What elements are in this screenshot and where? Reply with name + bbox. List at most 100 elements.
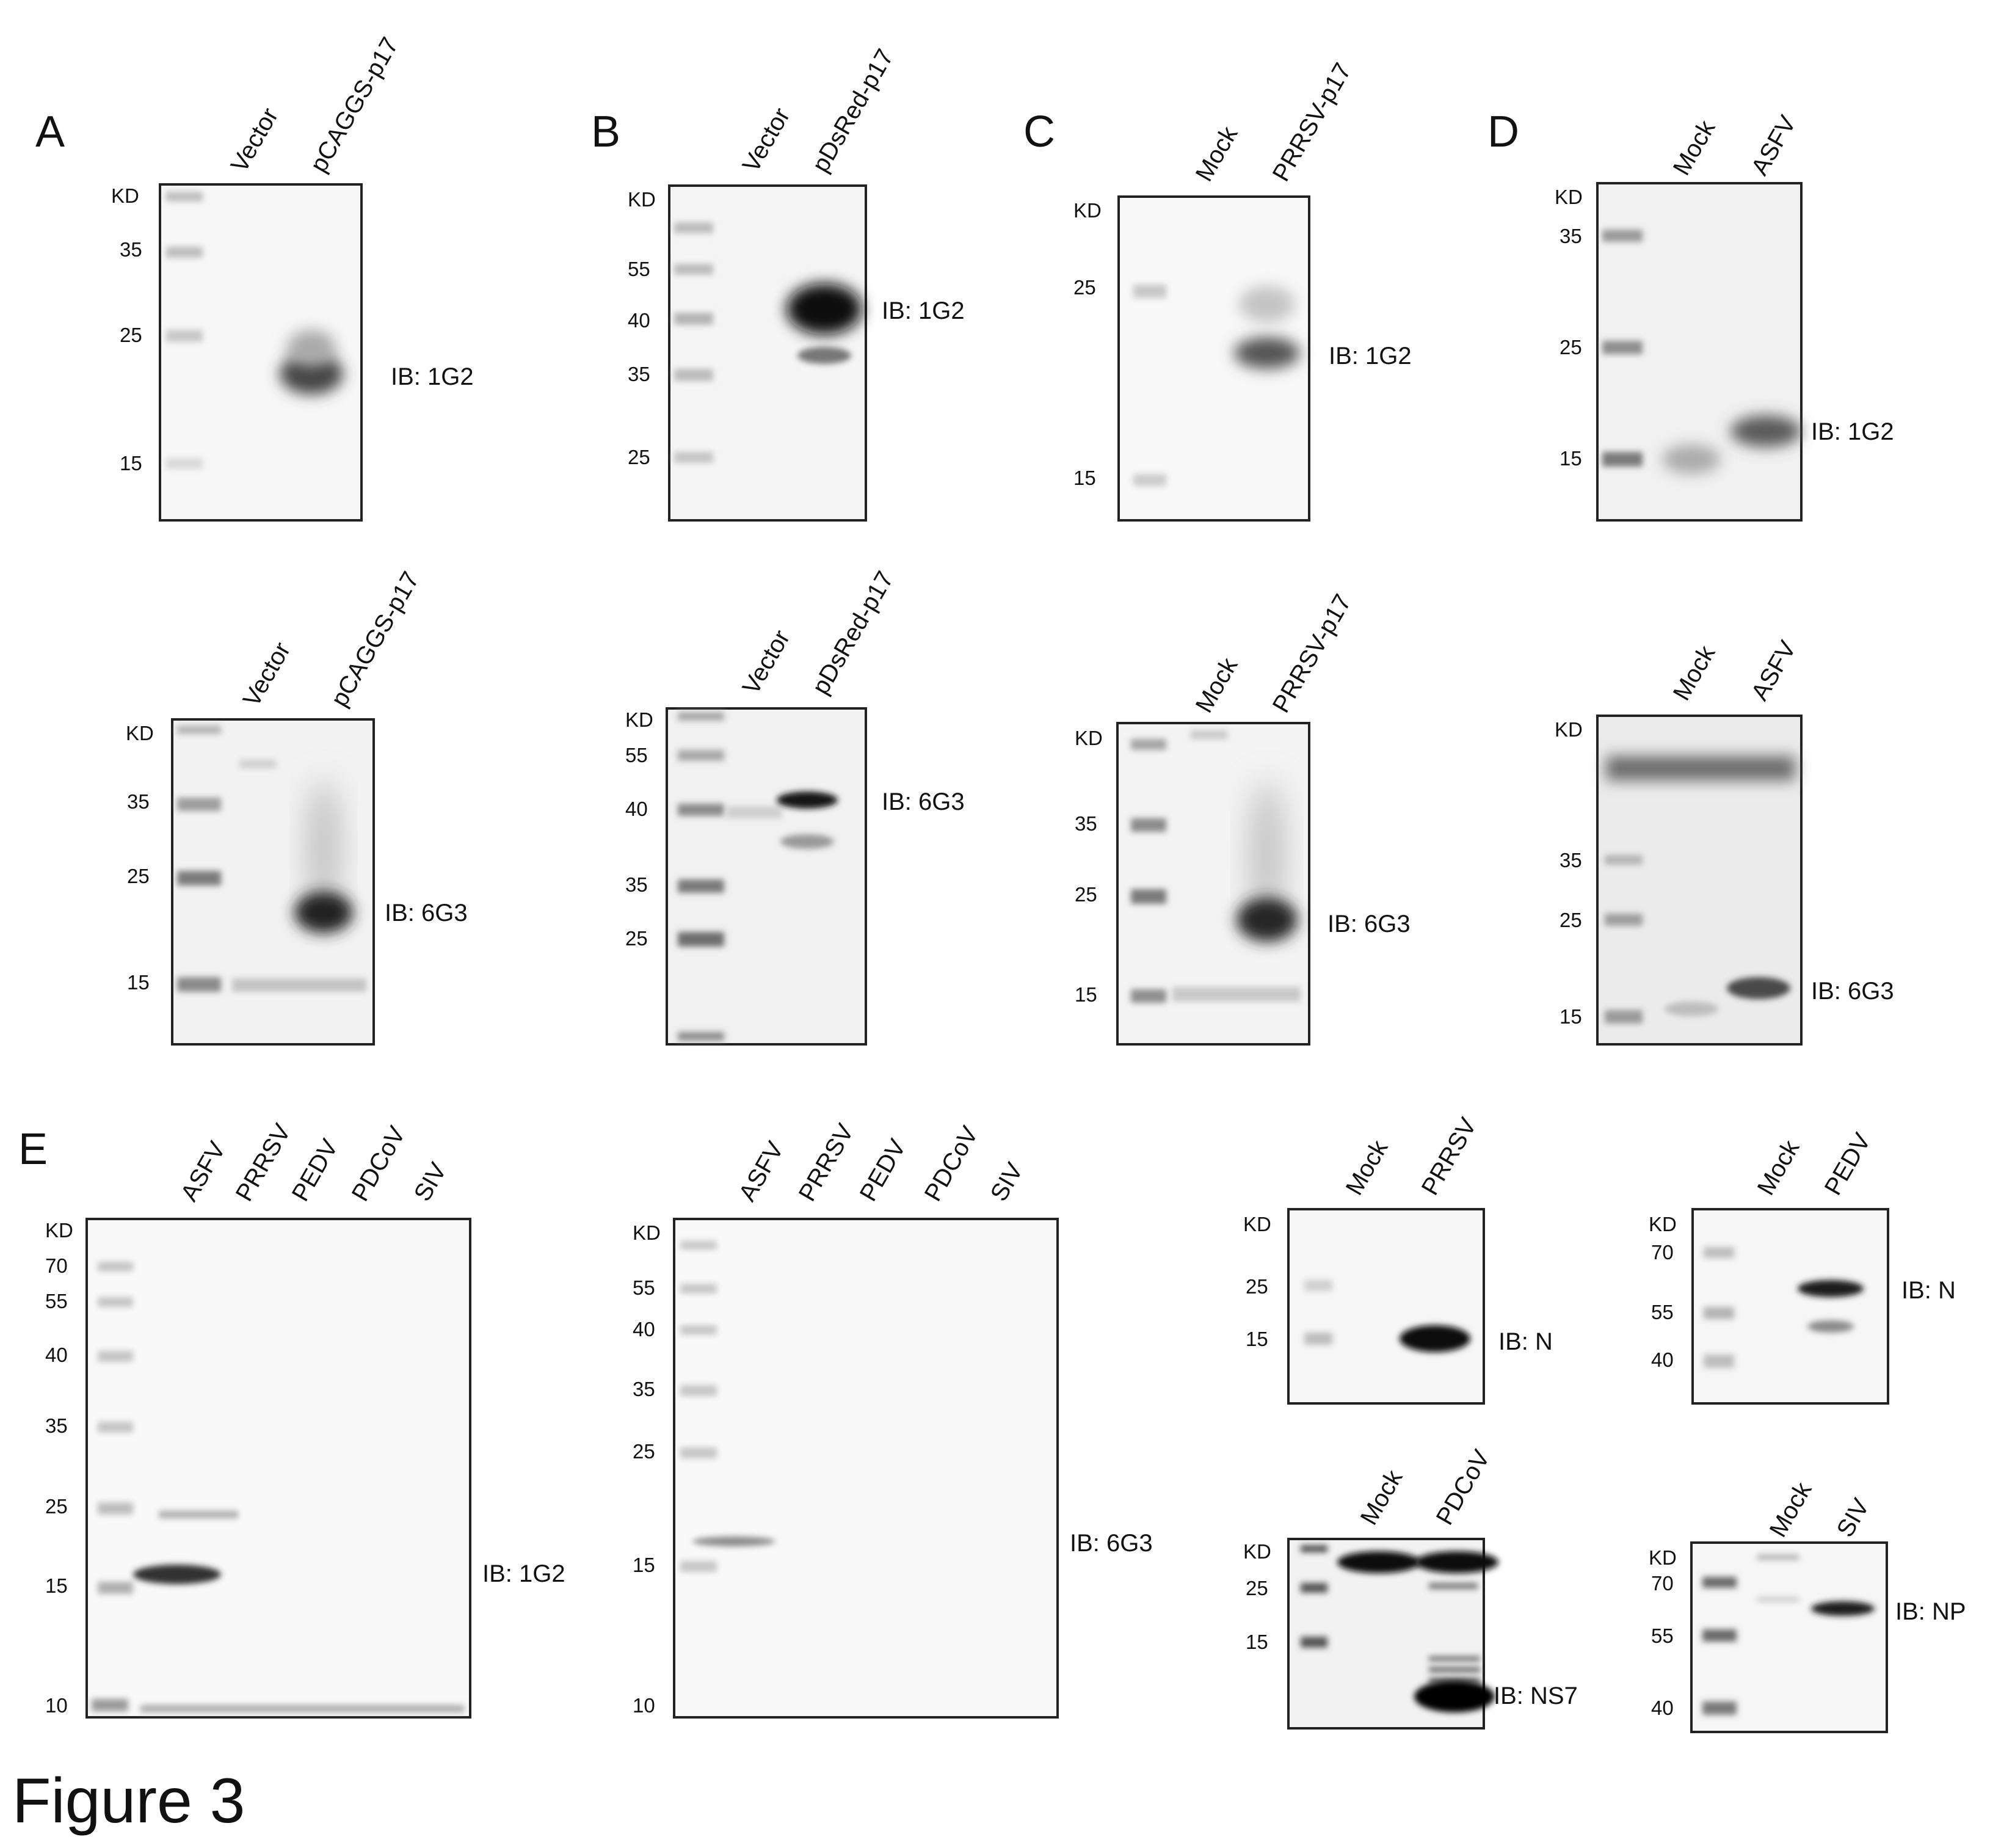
marker-label: 70: [1651, 1572, 1674, 1595]
marker-label: 25: [1073, 276, 1096, 299]
lane-label: PDCoV: [920, 1122, 984, 1206]
protein-band: [1236, 898, 1298, 942]
marker-label: 15: [120, 452, 142, 475]
ladder-band: [166, 330, 203, 342]
ladder-band: [177, 798, 221, 811]
marker-label: 25: [1075, 883, 1097, 906]
marker-label: 25: [628, 446, 650, 468]
lane-label: Mock: [1765, 1477, 1817, 1542]
protein-band: [1665, 1002, 1718, 1016]
lane-label: PRRSV-p17: [1268, 590, 1357, 718]
lane-label: pCAGGS-p17: [326, 567, 424, 711]
lane-label: Mock: [1668, 641, 1721, 705]
ladder-band: [1704, 1247, 1734, 1258]
lane-label: Mock: [1668, 115, 1721, 180]
ladder-band: [1304, 1280, 1332, 1291]
lane-label: PRRSV: [1417, 1113, 1482, 1200]
marker-label: 25: [1246, 1275, 1268, 1298]
ib-label: IB: N: [1901, 1277, 1956, 1304]
marker-label: 15: [1075, 983, 1097, 1006]
marker-label: 25: [1560, 909, 1582, 931]
ladder-band: [98, 1351, 133, 1362]
ib-label: IB: 6G3: [385, 900, 468, 926]
ladder-band: [1133, 474, 1166, 486]
lane-label: PRRSV-p17: [1268, 59, 1357, 186]
marker-label: 25: [127, 865, 150, 887]
ladder-band: [92, 1699, 128, 1711]
protein-band: [1172, 987, 1301, 1002]
marker-label: 40: [628, 309, 650, 332]
protein-band: [1807, 1320, 1854, 1333]
marker-label: 25: [625, 927, 648, 950]
lane-label: PEDV: [1820, 1129, 1876, 1200]
marker-label: 35: [633, 1378, 655, 1400]
ladder-band: [674, 452, 713, 463]
ladder-band: [1702, 1577, 1737, 1588]
ladder-band: [1605, 914, 1643, 926]
ladder-band: [1131, 889, 1166, 904]
ladder-band: [1704, 1307, 1734, 1319]
marker-label: 55: [633, 1276, 655, 1299]
ladder-band: [1301, 1637, 1327, 1648]
ladder-band: [1304, 1333, 1332, 1345]
lane-label: PEDV: [855, 1135, 912, 1206]
ladder-band: [166, 192, 203, 202]
kd-header: KD: [625, 708, 653, 731]
panel-B1: B Vector pDsRed-p17 KD 55 40 35 25 IB: 1…: [591, 45, 965, 522]
marker-label: 55: [1651, 1624, 1674, 1647]
ladder-band: [1702, 1701, 1737, 1715]
lane-label: ASFV: [1746, 111, 1802, 180]
ladder-band: [678, 932, 724, 947]
lane-label: PDCoV: [1431, 1446, 1495, 1530]
ib-label: IB: 1G2: [1811, 418, 1894, 445]
lane-label: Mock: [1191, 653, 1243, 718]
panel-A2: Vector pCAGGS-p17 KD 35 25 15 IB: 6G3: [126, 567, 468, 1046]
ladder-band: [1702, 1629, 1737, 1642]
ladder-band: [177, 977, 221, 992]
lane-label: pDsRed-p17: [807, 567, 899, 699]
protein-band: [1730, 415, 1801, 447]
protein-band: [1400, 1325, 1470, 1352]
ib-label: IB: 1G2: [1329, 343, 1412, 369]
ladder-band: [166, 247, 203, 258]
ladder-band: [1301, 1583, 1327, 1593]
panel-E5: Mock PDCoV KD 25 15 IB: NS7: [1243, 1446, 1578, 1730]
lane-label: ASFV: [734, 1137, 790, 1206]
ladder-band: [680, 1325, 717, 1335]
panel-A1: A Vector pCAGGS-p17 KD 35 25 15 IB: 1G2: [35, 33, 474, 522]
lane-label: Vector: [238, 638, 296, 711]
ib-label: IB: 6G3: [1811, 978, 1894, 1005]
marker-label: 40: [633, 1318, 655, 1341]
ladder-band: [98, 1502, 133, 1515]
lane-label: Mock: [1341, 1135, 1393, 1200]
lane-label: Mock: [1191, 122, 1243, 186]
protein-band: [1811, 1601, 1875, 1616]
ladder-band: [1131, 739, 1166, 750]
kd-header: KD: [1243, 1540, 1271, 1563]
ladder-band: [1131, 989, 1166, 1003]
lane-label: Mock: [1356, 1465, 1408, 1530]
lane-label: SIV: [986, 1158, 1029, 1206]
marker-label: 55: [625, 744, 648, 766]
panel-B2: Vector pDsRed-p17 KD 55 40 35 25 IB: 6G3: [625, 567, 965, 1046]
marker-label: 35: [1560, 225, 1582, 247]
ladder-band: [678, 1032, 724, 1041]
blot: [666, 707, 867, 1046]
ladder-band: [1131, 818, 1166, 832]
protein-band: [1662, 445, 1721, 474]
protein-band: [1239, 286, 1295, 322]
ib-label: IB: 6G3: [1327, 911, 1411, 937]
ladder-band: [98, 1262, 133, 1271]
protein-band: [1429, 1583, 1478, 1589]
ladder-band: [680, 1447, 717, 1458]
ib-label: IB: 1G2: [391, 363, 474, 390]
lane-label: pDsRed-p17: [807, 45, 899, 176]
marker-label: 40: [1651, 1348, 1674, 1371]
ladder-band: [98, 1582, 133, 1594]
protein-band: [1414, 1681, 1495, 1712]
kd-header: KD: [111, 184, 139, 207]
marker-label: 15: [127, 971, 150, 994]
lane-label: ASFV: [176, 1137, 231, 1206]
marker-label: 40: [45, 1344, 68, 1366]
